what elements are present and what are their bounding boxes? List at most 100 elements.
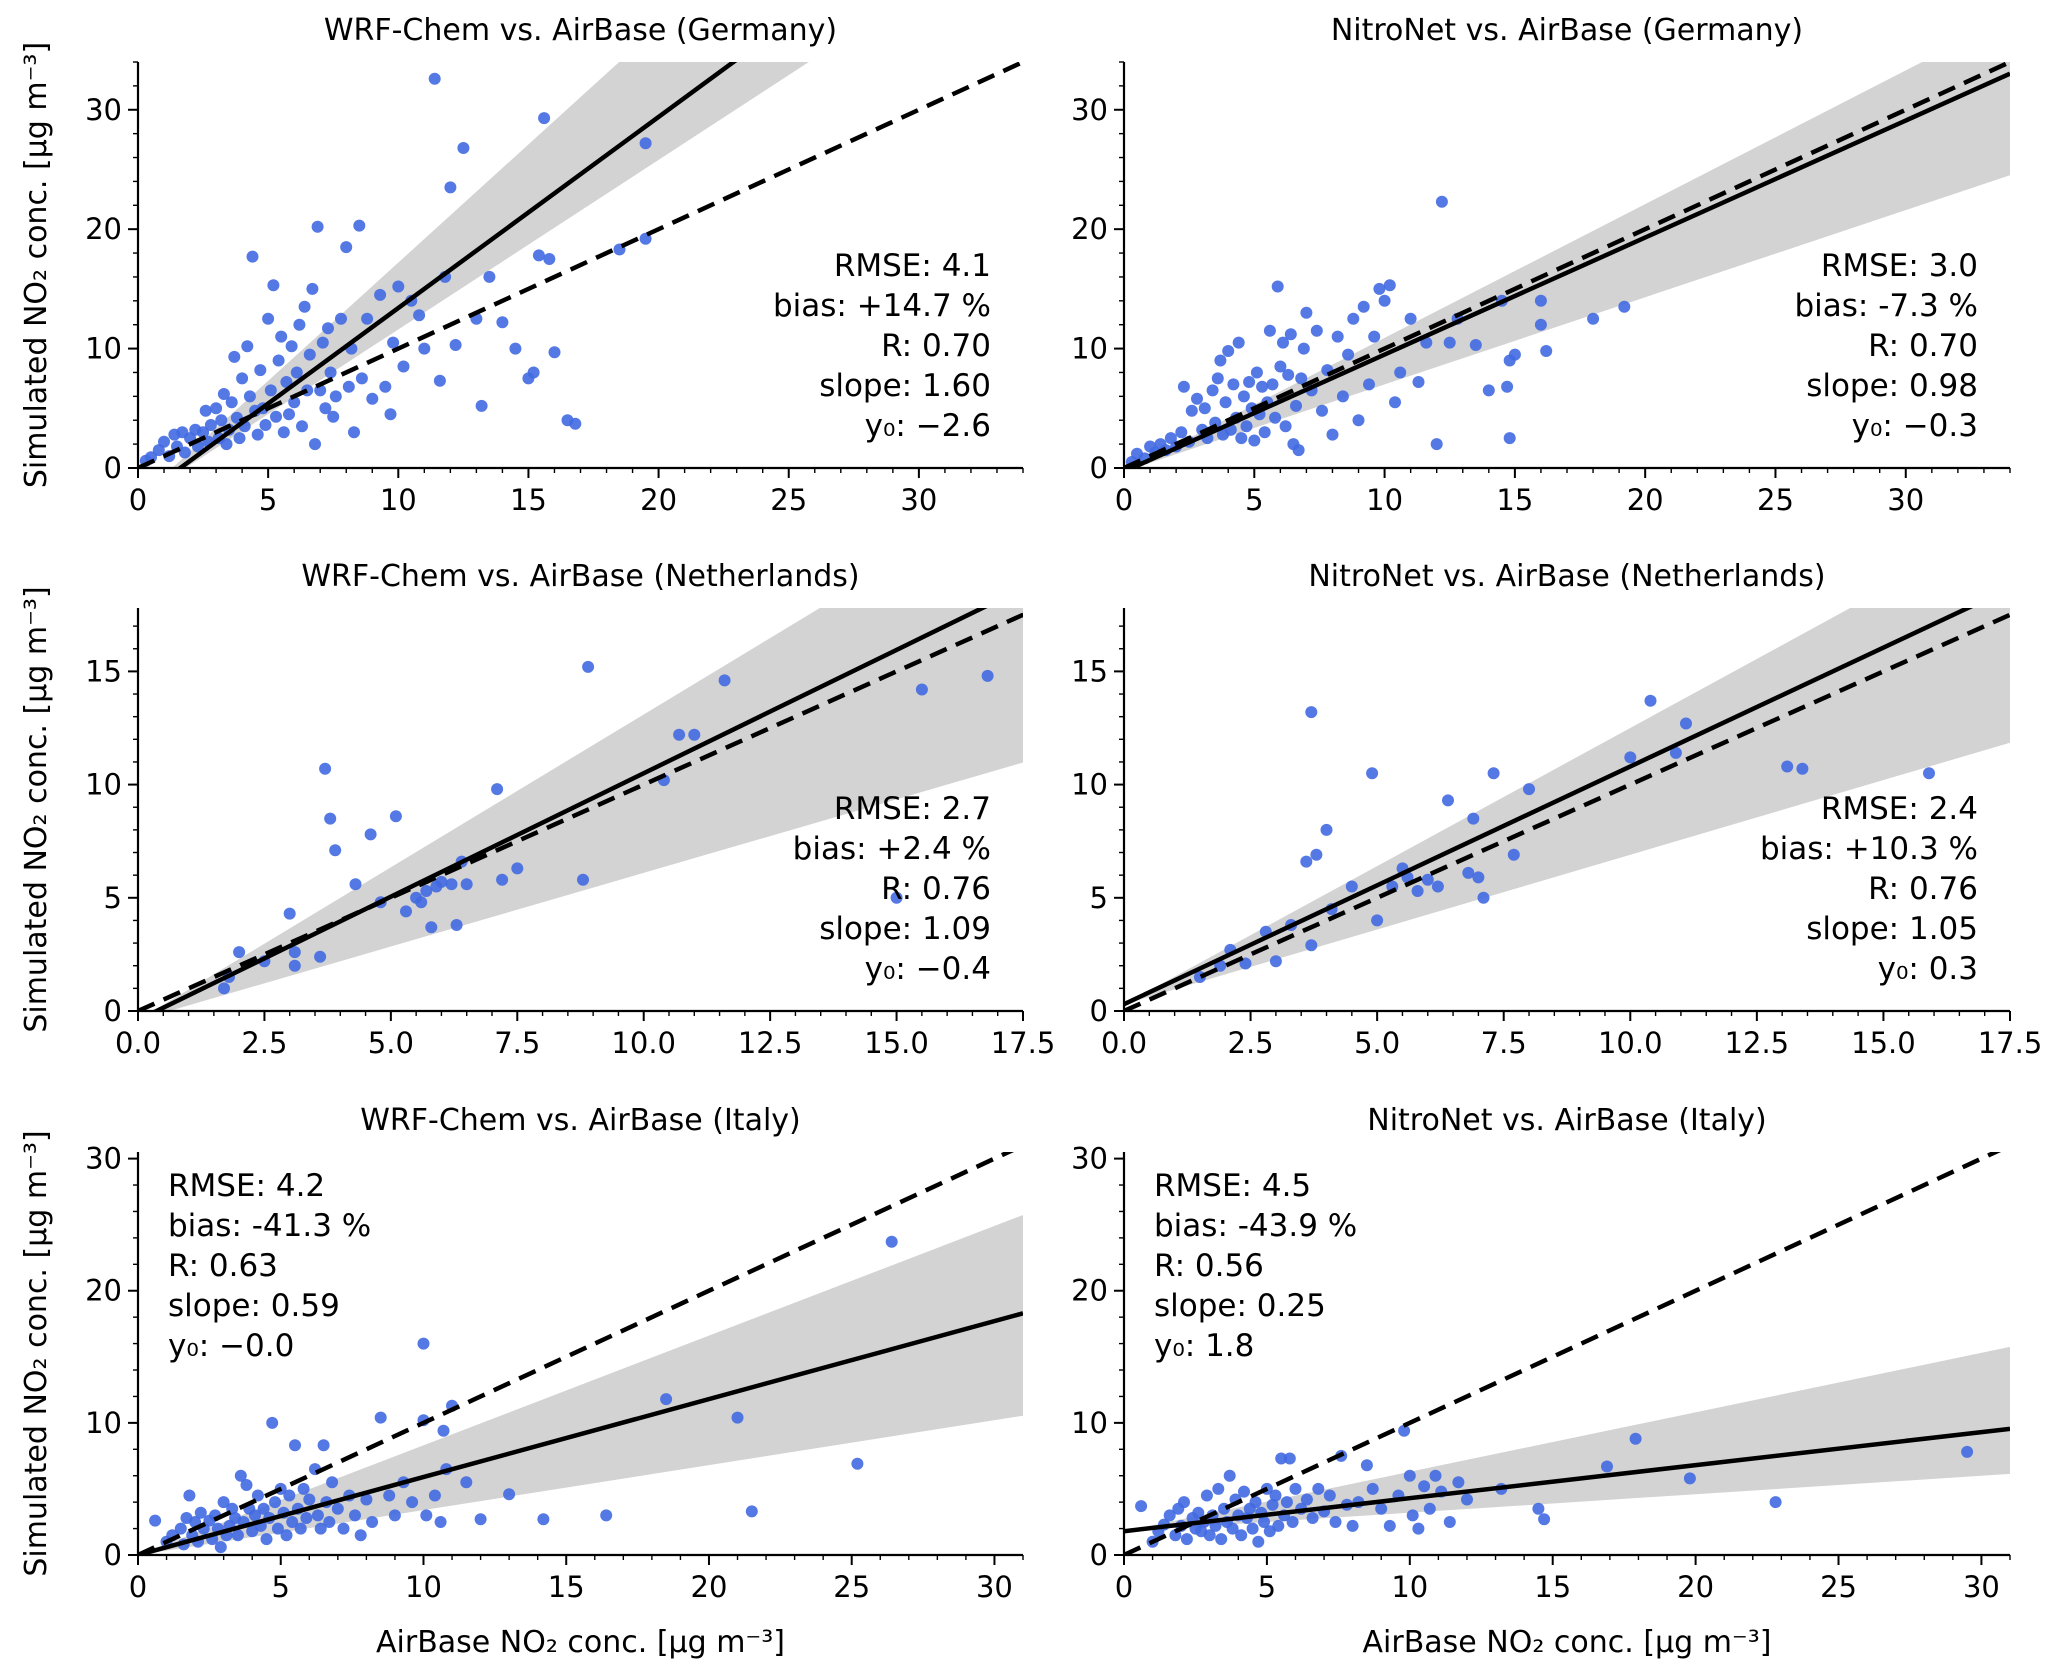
y-tick-label: 10 <box>85 768 122 802</box>
x-tick-label: 5.0 <box>368 1026 414 1060</box>
data-point <box>1271 280 1284 293</box>
data-point <box>311 220 324 233</box>
data-point <box>311 1509 324 1522</box>
data-point <box>1258 1516 1270 1528</box>
data-point <box>217 1496 230 1509</box>
y-tick-label: 20 <box>1071 1274 1108 1308</box>
data-point <box>577 873 589 886</box>
stat-label: bias: -41.3 % <box>168 1208 371 1244</box>
data-point <box>1246 1522 1259 1535</box>
data-point <box>1177 380 1190 393</box>
x-tick-label: 30 <box>1887 483 1924 517</box>
data-point <box>1371 914 1384 927</box>
data-point <box>340 241 353 254</box>
data-point <box>220 438 233 451</box>
stat-label: slope: 1.05 <box>1806 911 1978 947</box>
stat-label: y₀: −0.3 <box>1852 408 1978 444</box>
data-point <box>660 1393 673 1406</box>
stat-label: R: 0.76 <box>881 871 991 907</box>
data-point <box>379 380 392 393</box>
x-tick-label: 30 <box>976 1570 1013 1604</box>
x-tick-label: 25 <box>770 483 807 517</box>
x-tick-label: 15 <box>548 1570 585 1604</box>
data-point <box>251 428 264 441</box>
confidence-band <box>138 1215 1023 1555</box>
data-point <box>243 390 256 403</box>
confidence-band <box>172 62 809 468</box>
data-point <box>434 1516 447 1528</box>
data-point <box>569 417 582 430</box>
panel-5: 0 5 10 15 20 25 30 0 10 20 30 WRF-Chem vs. AirBase … <box>19 1103 1024 1660</box>
x-axis-label: AirBase NO₂ conc. [µg m⁻³] <box>1363 1625 1772 1660</box>
data-point <box>1411 885 1424 897</box>
panel-6: 0 5 10 15 20 25 30 0 10 20 30 NitroNet vs. AirBase … <box>1071 1103 2011 1660</box>
data-point <box>1618 300 1631 313</box>
data-point <box>1363 378 1375 391</box>
data-point <box>1429 1469 1442 1482</box>
data-point <box>388 1509 401 1522</box>
data-point <box>1243 376 1256 388</box>
data-point <box>417 1337 430 1350</box>
data-point <box>323 1516 336 1528</box>
data-point <box>1336 390 1349 403</box>
data-point <box>673 728 686 741</box>
plot-area <box>138 1152 1023 1555</box>
stat-label: bias: +10.3 % <box>1760 831 1978 867</box>
stat-label: y₀: 0.3 <box>1878 951 1978 987</box>
y-tick-label: 30 <box>1071 1142 1108 1176</box>
stat-label: slope: 0.25 <box>1154 1288 1326 1324</box>
y-tick-label: 10 <box>85 332 122 366</box>
y-axis-label: Simulated NO₂ conc. [µg m⁻³] <box>19 1130 54 1576</box>
data-point <box>1266 378 1279 391</box>
data-point <box>1629 1432 1642 1445</box>
data-point <box>1286 1516 1299 1528</box>
x-tick-label: 2.5 <box>241 1026 287 1060</box>
data-point <box>183 1489 196 1502</box>
data-point <box>1305 706 1318 719</box>
data-point <box>364 828 377 841</box>
data-point <box>1175 426 1188 439</box>
data-point <box>1482 384 1495 397</box>
y-tick-label: 0 <box>104 994 122 1028</box>
data-point <box>1252 1535 1265 1548</box>
data-point <box>406 1496 419 1509</box>
data-point <box>1274 360 1287 373</box>
data-point <box>1423 1502 1436 1515</box>
data-point <box>303 1493 316 1506</box>
x-tick-label: 25 <box>833 1570 870 1604</box>
data-point <box>314 1522 327 1535</box>
data-point <box>537 1513 550 1526</box>
data-point <box>149 1514 162 1527</box>
data-point <box>1443 336 1456 349</box>
data-point <box>1227 378 1240 391</box>
data-point <box>1923 767 1935 780</box>
stat-label: bias: +2.4 % <box>793 831 991 867</box>
data-point <box>1219 396 1232 409</box>
data-point <box>1373 282 1386 295</box>
data-point <box>1232 336 1245 349</box>
data-point <box>420 1509 433 1522</box>
data-point <box>1300 855 1313 868</box>
data-point <box>582 660 595 673</box>
x-tick-label: 5 <box>1245 483 1263 517</box>
data-point <box>413 309 426 322</box>
data-point <box>433 374 446 387</box>
data-point <box>1320 823 1333 836</box>
data-point <box>1680 717 1692 730</box>
data-point <box>337 1522 350 1535</box>
data-point <box>1366 767 1379 780</box>
data-point <box>280 1529 293 1542</box>
panels: 0 5 10 15 20 25 30 0 10 20 30 WRF-Chem vs. AirBase … <box>19 13 2042 1660</box>
y-tick-label: 10 <box>85 1406 122 1440</box>
data-point <box>389 810 402 823</box>
data-point <box>851 1457 864 1470</box>
x-tick-label: 0 <box>1115 483 1133 517</box>
data-point <box>289 1439 301 1452</box>
x-tick-label: 30 <box>1963 1570 2000 1604</box>
data-point <box>1534 294 1547 307</box>
data-point <box>1587 312 1600 325</box>
y-axis-label: Simulated NO₂ conc. [µg m⁻³] <box>19 42 54 488</box>
y-tick-label: 0 <box>1090 1538 1108 1572</box>
data-point <box>445 878 458 891</box>
identity-line <box>1124 62 2010 468</box>
